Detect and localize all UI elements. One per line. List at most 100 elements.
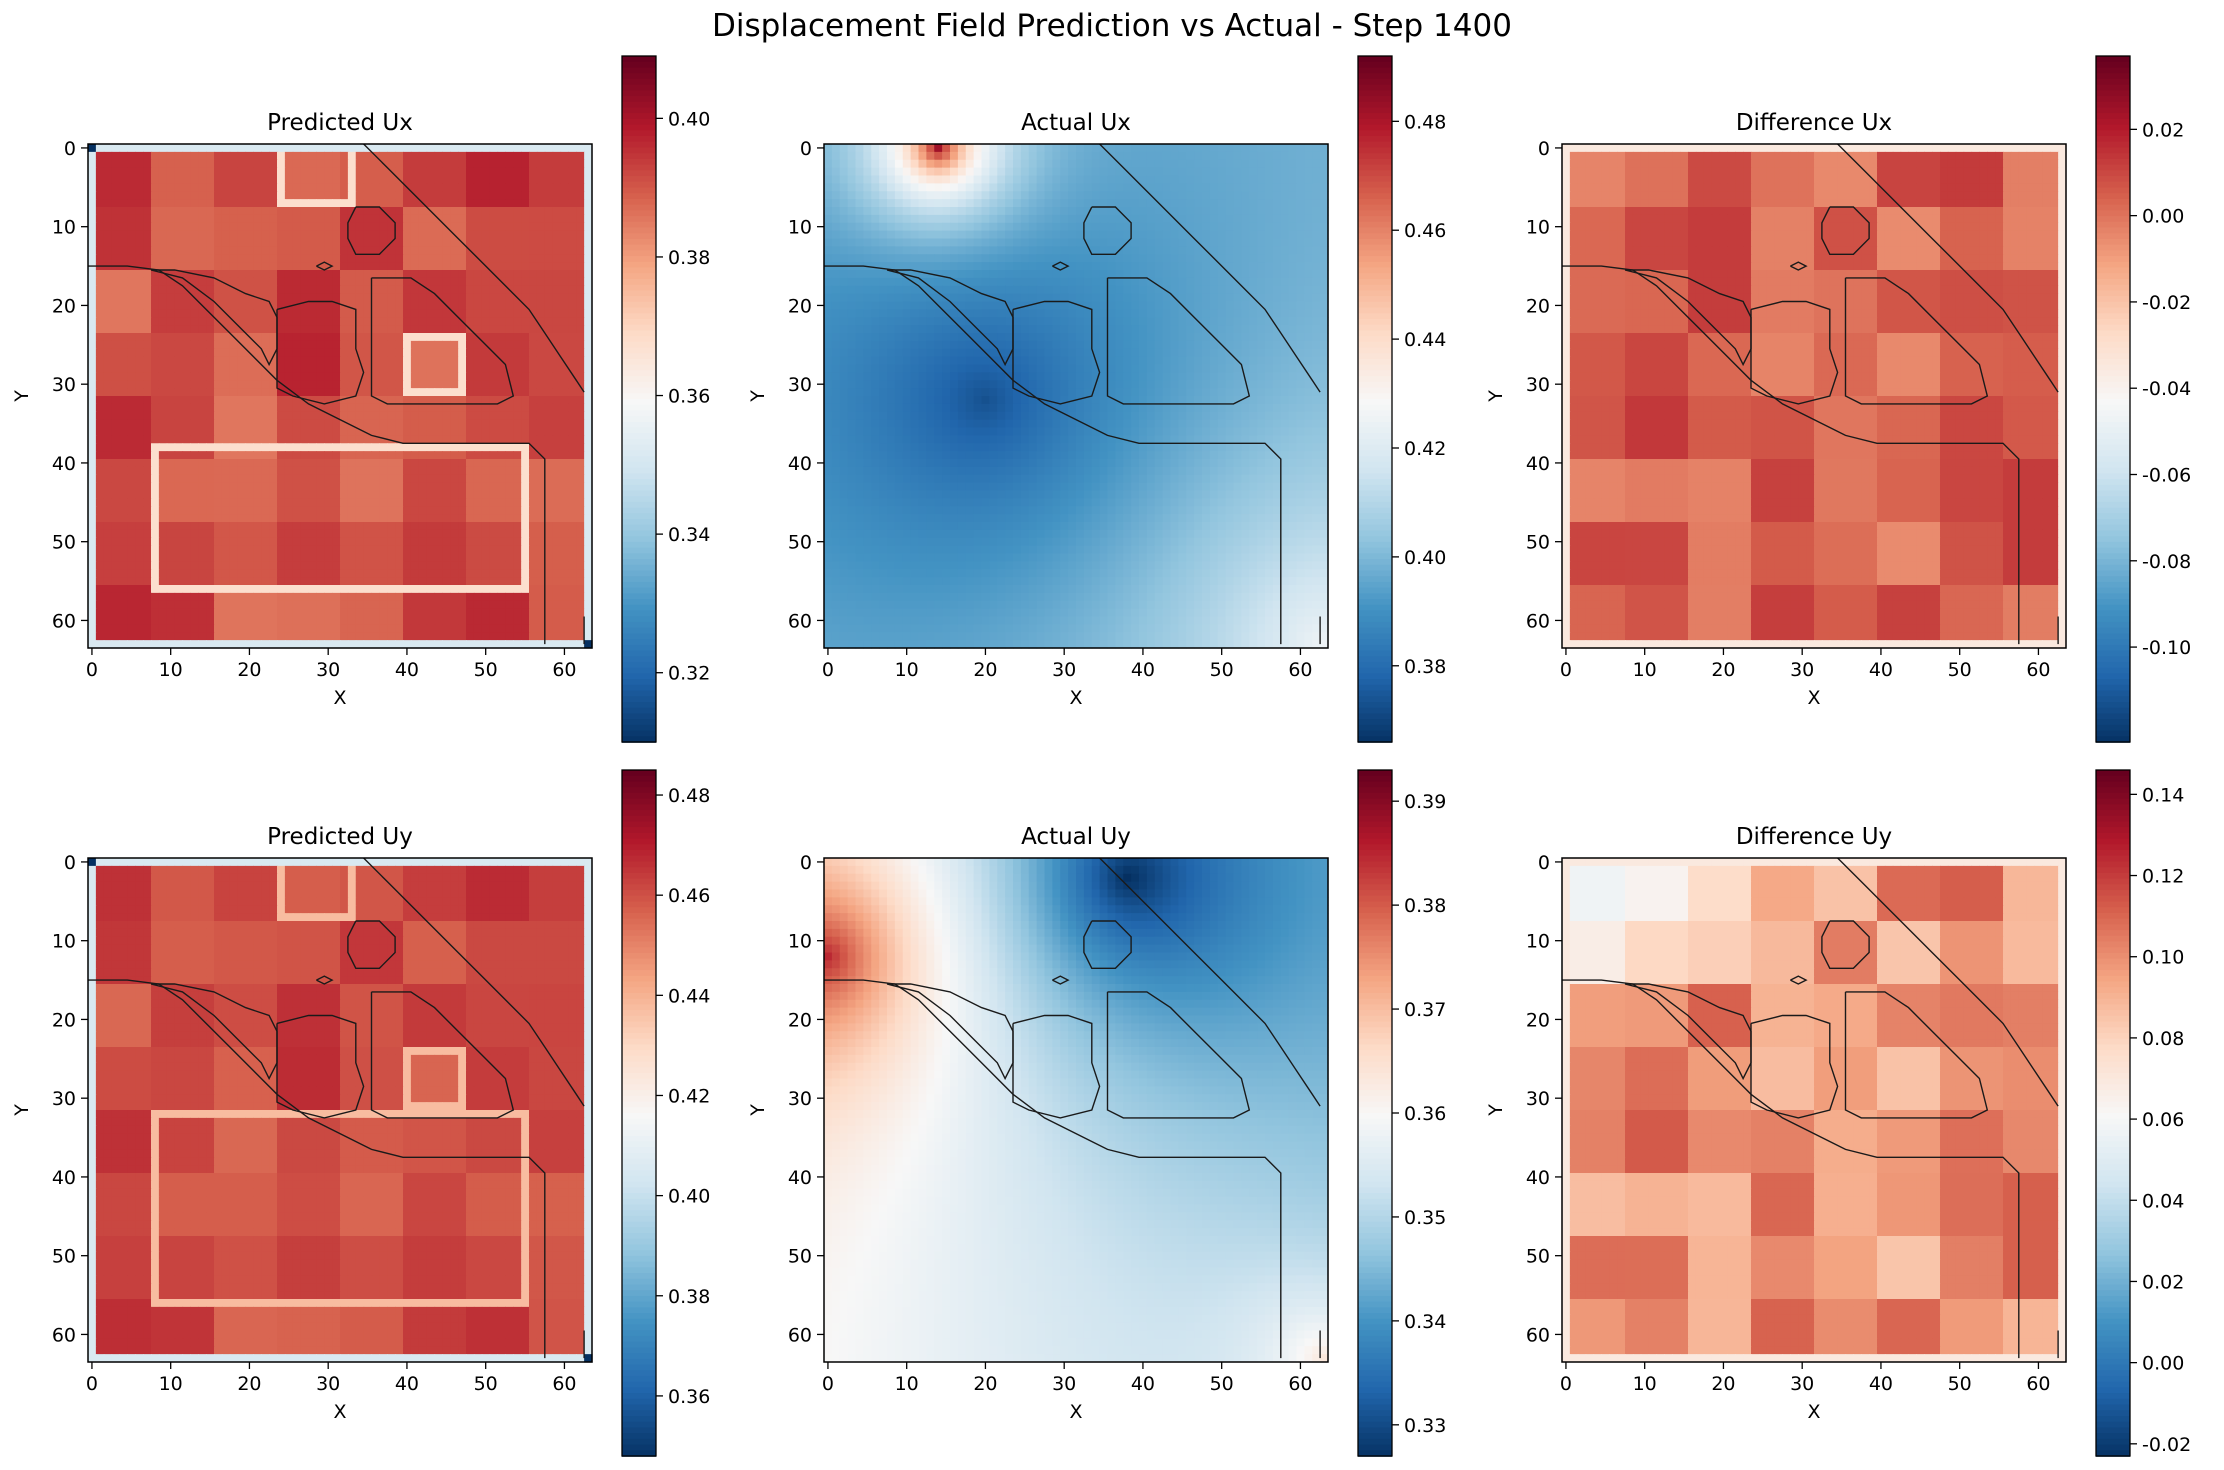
heatmap-cell	[237, 474, 247, 484]
heatmap-cell	[119, 159, 128, 169]
heatmap-cell	[363, 348, 373, 358]
heatmap-cell	[831, 199, 841, 208]
heatmap-cell	[965, 144, 975, 153]
heatmap-cell	[584, 199, 593, 208]
heatmap-cell	[190, 388, 199, 397]
heatmap-cell	[190, 285, 199, 295]
heatmap-cell	[284, 608, 294, 618]
heatmap-cell	[434, 144, 443, 153]
heatmap-cell	[103, 340, 113, 350]
heatmap-cell	[206, 317, 215, 326]
heatmap-cell	[379, 498, 388, 507]
heatmap-cell	[529, 159, 538, 169]
heatmap-cell	[95, 435, 105, 444]
heatmap-cell	[536, 624, 546, 633]
heatmap-cell	[395, 167, 404, 177]
heatmap-cell	[111, 569, 121, 578]
heatmap-cell	[316, 277, 325, 287]
heatmap-cell	[1068, 199, 1077, 208]
heatmap-cell	[151, 537, 160, 547]
heatmap-cell	[442, 616, 451, 625]
heatmap-cell	[363, 293, 373, 303]
heatmap-cell	[119, 214, 128, 224]
heatmap-cell	[166, 144, 176, 153]
heatmap-cell	[119, 222, 128, 232]
heatmap-cell	[584, 419, 593, 429]
heatmap-cell	[158, 592, 168, 602]
heatmap-cell	[269, 474, 278, 484]
heatmap-cell	[521, 309, 530, 318]
heatmap-cell	[1257, 199, 1266, 208]
heatmap-cell	[119, 529, 128, 539]
heatmap-cell	[418, 167, 428, 177]
heatmap-cell	[489, 254, 499, 263]
heatmap-cell	[151, 435, 160, 444]
heatmap-cell	[245, 466, 254, 476]
heatmap-cell	[221, 592, 231, 602]
heatmap-cell	[221, 537, 231, 547]
heatmap-cell	[552, 569, 562, 578]
colorbar-segment	[622, 101, 656, 109]
heatmap-cell	[221, 522, 231, 531]
heatmap-cell	[143, 561, 152, 570]
heatmap-cell	[158, 340, 168, 350]
heatmap-cell	[284, 356, 294, 366]
heatmap-cell	[831, 144, 841, 153]
heatmap-cell	[497, 451, 506, 460]
heatmap-cell	[568, 435, 577, 444]
heatmap-cell	[1020, 199, 1030, 208]
heatmap-cell	[497, 222, 506, 232]
heatmap-cell	[1178, 191, 1187, 200]
heatmap-cell	[214, 230, 223, 240]
heatmap-cell	[143, 632, 152, 641]
heatmap-cell	[292, 427, 302, 436]
heatmap-cell	[119, 624, 128, 633]
heatmap-cell	[127, 514, 136, 523]
heatmap-cell	[95, 293, 105, 303]
heatmap-cell	[981, 167, 990, 177]
heatmap-cell	[450, 175, 459, 184]
heatmap-cell	[190, 356, 199, 366]
heatmap-cell	[489, 277, 499, 287]
heatmap-cell	[143, 537, 152, 547]
heatmap-cell	[151, 159, 160, 169]
heatmap-cell	[277, 592, 286, 602]
heatmap-cell	[111, 191, 121, 200]
heatmap-cell	[536, 553, 546, 562]
heatmap-cell	[576, 624, 585, 633]
colorbar-segment	[622, 318, 656, 326]
heatmap-cell	[395, 340, 404, 350]
heatmap-cell	[111, 585, 121, 594]
heatmap-cell	[513, 270, 522, 279]
heatmap-cell	[544, 640, 554, 649]
heatmap-cell	[355, 191, 365, 200]
heatmap-cell	[1052, 175, 1061, 184]
heatmap-cell	[1202, 151, 1211, 161]
heatmap-cell	[505, 199, 514, 208]
heatmap-cell	[379, 529, 388, 539]
heatmap-cell	[253, 372, 262, 381]
heatmap-cell	[190, 222, 199, 232]
heatmap-cell	[568, 183, 577, 192]
heatmap-cell	[989, 222, 998, 232]
heatmap-cell	[103, 482, 113, 492]
heatmap-cell	[552, 459, 562, 468]
heatmap-cell	[269, 490, 278, 499]
heatmap-cell	[513, 309, 522, 318]
heatmap-cell	[174, 632, 184, 641]
heatmap-cell	[395, 183, 404, 192]
heatmap-cell	[221, 498, 231, 507]
heatmap-cell	[1083, 167, 1093, 177]
heatmap-cell	[292, 411, 302, 421]
heatmap-cell	[473, 498, 483, 507]
heatmap-cell	[237, 293, 247, 303]
heatmap-cell	[379, 175, 388, 184]
heatmap-cell	[410, 577, 420, 586]
heatmap-cell	[324, 616, 333, 625]
heatmap-cell	[1257, 159, 1266, 169]
heatmap-cell	[324, 514, 333, 523]
colorbar-segment	[622, 587, 656, 595]
heatmap-cell	[111, 372, 121, 381]
heatmap-cell	[143, 616, 152, 625]
heatmap-cell	[926, 222, 935, 232]
